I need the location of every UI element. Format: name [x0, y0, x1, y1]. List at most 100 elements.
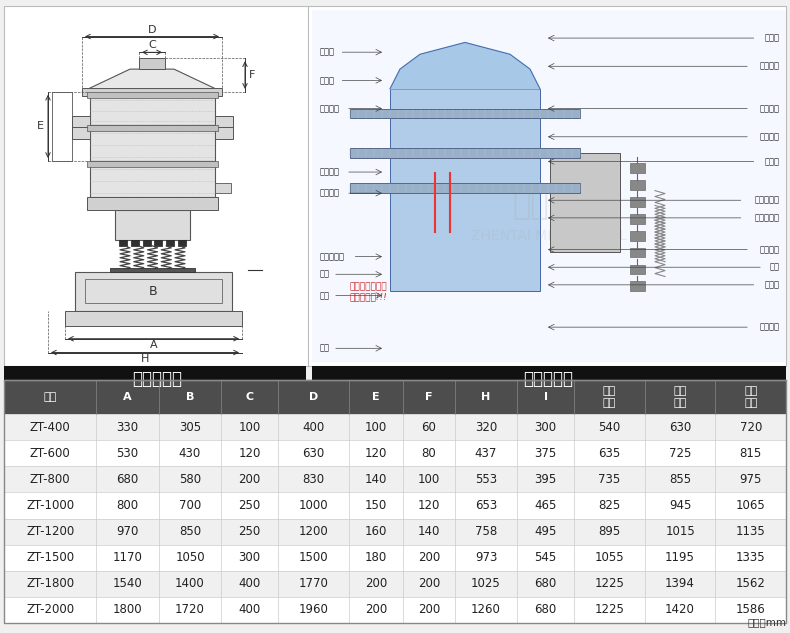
Text: 辅助筛网: 辅助筛网 — [760, 62, 780, 71]
Text: 200: 200 — [418, 603, 440, 617]
Bar — [630, 248, 645, 258]
Text: 1800: 1800 — [113, 603, 142, 617]
Text: 1770: 1770 — [299, 577, 329, 591]
Text: 底座: 底座 — [320, 344, 330, 353]
Text: 300: 300 — [239, 551, 261, 564]
Text: 945: 945 — [669, 499, 691, 512]
Text: 700: 700 — [179, 499, 201, 512]
Bar — [4, 380, 786, 414]
Text: 553: 553 — [475, 473, 497, 486]
Text: 530: 530 — [116, 447, 138, 460]
Bar — [72, 127, 90, 139]
Text: H: H — [141, 353, 149, 363]
Bar — [215, 127, 233, 139]
Bar — [110, 268, 195, 272]
Text: C: C — [246, 392, 254, 402]
Text: E: E — [372, 392, 380, 402]
Bar — [90, 125, 215, 161]
Bar — [52, 92, 72, 161]
Text: 680: 680 — [116, 473, 139, 486]
Text: 1420: 1420 — [665, 603, 695, 617]
Text: 中部框架: 中部框架 — [320, 168, 340, 177]
Text: 80: 80 — [422, 447, 436, 460]
Text: 850: 850 — [179, 525, 201, 538]
Text: 振泰机械: 振泰机械 — [513, 191, 585, 220]
Text: 单位：mm: 单位：mm — [747, 617, 786, 627]
Text: 100: 100 — [365, 421, 387, 434]
Bar — [215, 183, 231, 192]
Text: 上部重锤: 上部重锤 — [760, 245, 780, 254]
Text: 1260: 1260 — [471, 603, 501, 617]
Bar — [4, 467, 786, 492]
Text: 弹簧: 弹簧 — [320, 291, 330, 300]
Text: 200: 200 — [365, 603, 387, 617]
Text: 120: 120 — [418, 499, 440, 512]
Text: ZT-600: ZT-600 — [30, 447, 70, 460]
Text: 815: 815 — [739, 447, 762, 460]
Text: 465: 465 — [535, 499, 557, 512]
Bar — [154, 240, 162, 246]
Bar — [119, 240, 127, 246]
Text: 680: 680 — [535, 603, 557, 617]
Text: 1500: 1500 — [299, 551, 329, 564]
Text: 973: 973 — [475, 551, 497, 564]
Bar — [350, 183, 580, 192]
Text: 758: 758 — [475, 525, 497, 538]
Text: 725: 725 — [669, 447, 691, 460]
Bar — [630, 282, 645, 291]
Text: 300: 300 — [535, 421, 557, 434]
Text: 400: 400 — [303, 421, 325, 434]
Text: 球形清洗板: 球形清洗板 — [755, 196, 780, 204]
Text: 140: 140 — [365, 473, 387, 486]
Text: 1335: 1335 — [736, 551, 766, 564]
Bar — [4, 441, 786, 467]
Text: 压紧环: 压紧环 — [320, 76, 335, 85]
Text: 680: 680 — [535, 577, 557, 591]
Text: 320: 320 — [475, 421, 497, 434]
Text: 970: 970 — [116, 525, 139, 538]
Bar — [90, 92, 215, 125]
Text: A: A — [149, 340, 157, 349]
Bar — [630, 163, 645, 173]
Text: 200: 200 — [418, 577, 440, 591]
Bar — [131, 240, 139, 246]
Text: 305: 305 — [179, 421, 201, 434]
Text: 1135: 1135 — [735, 525, 766, 538]
Text: 1195: 1195 — [665, 551, 695, 564]
Text: 1025: 1025 — [471, 577, 501, 591]
Text: 160: 160 — [365, 525, 387, 538]
Bar — [312, 366, 786, 392]
Text: B: B — [149, 285, 158, 298]
Text: 120: 120 — [239, 447, 261, 460]
Text: 200: 200 — [239, 473, 261, 486]
Text: H: H — [481, 392, 491, 402]
Text: 1170: 1170 — [113, 551, 142, 564]
Bar — [4, 492, 786, 518]
Text: D: D — [309, 392, 318, 402]
Bar — [630, 265, 645, 274]
Bar — [630, 180, 645, 190]
Text: ZT-1500: ZT-1500 — [26, 551, 74, 564]
Text: 250: 250 — [239, 499, 261, 512]
Text: 330: 330 — [116, 421, 138, 434]
Text: 580: 580 — [179, 473, 201, 486]
Bar — [312, 10, 786, 363]
Text: 型号: 型号 — [43, 392, 57, 402]
Text: 200: 200 — [365, 577, 387, 591]
Bar — [115, 210, 190, 240]
Text: 800: 800 — [116, 499, 138, 512]
Bar — [390, 89, 540, 291]
Text: 二层
高度: 二层 高度 — [674, 386, 687, 408]
Text: 防尘盖: 防尘盖 — [320, 47, 335, 57]
Text: 一层
高度: 一层 高度 — [603, 386, 616, 408]
Bar — [550, 153, 620, 252]
Text: 540: 540 — [598, 421, 621, 434]
Text: C: C — [149, 41, 156, 51]
Polygon shape — [390, 42, 540, 89]
Text: I: I — [544, 392, 547, 402]
Bar — [82, 88, 222, 96]
Text: 束环: 束环 — [320, 270, 330, 279]
Text: 下部重锤: 下部重锤 — [760, 323, 780, 332]
Text: 545: 545 — [535, 551, 557, 564]
Text: 1400: 1400 — [175, 577, 205, 591]
